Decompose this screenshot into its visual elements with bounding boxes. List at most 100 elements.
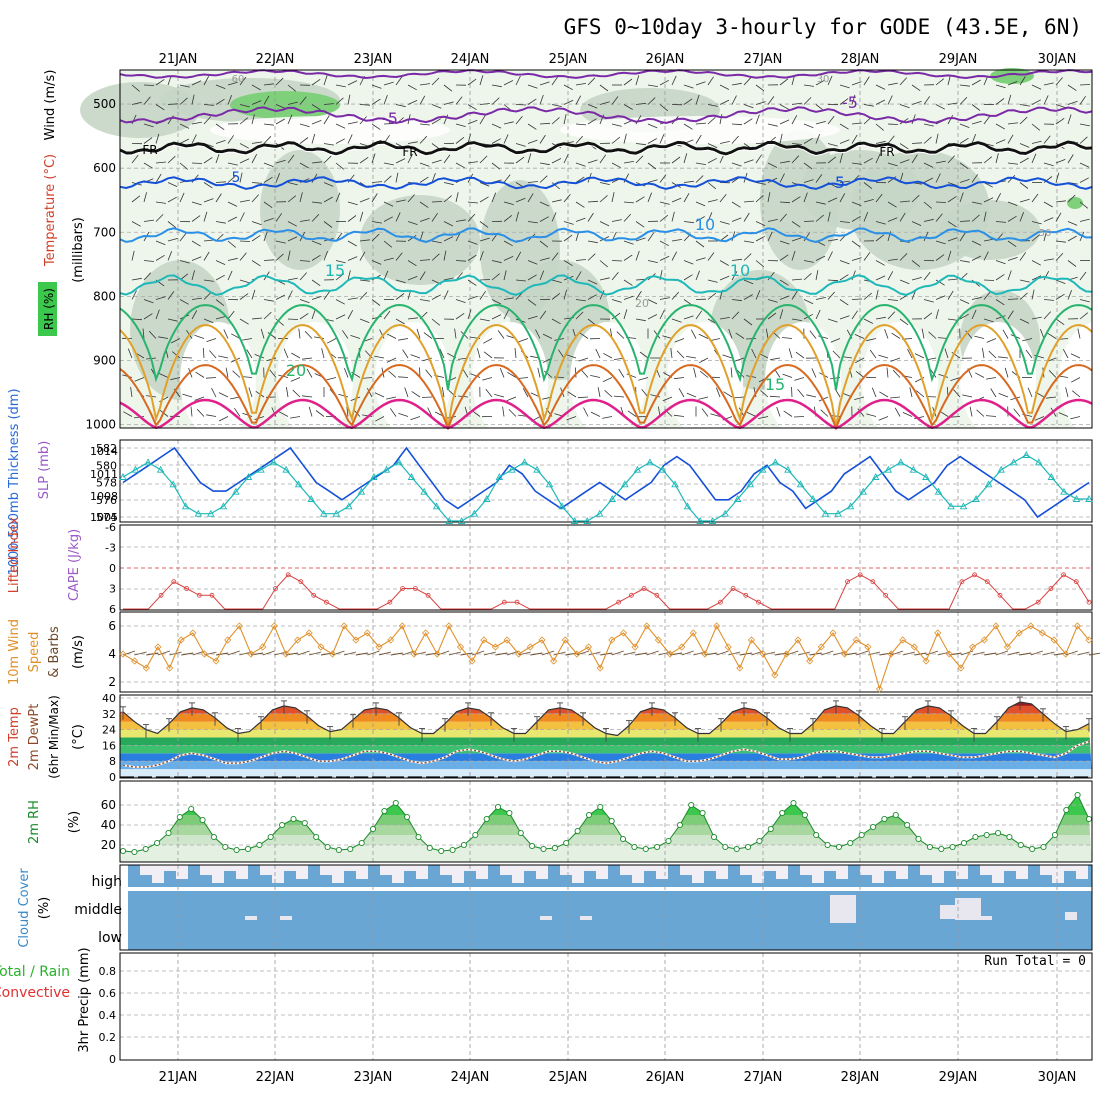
wind-barb xyxy=(131,277,142,281)
wind-barb xyxy=(395,199,406,203)
wind-barb xyxy=(983,251,989,261)
wind-barb xyxy=(335,162,345,170)
y-tick-label: 1000 xyxy=(85,418,116,432)
wind-barb xyxy=(782,373,793,378)
rh-marker xyxy=(881,815,888,823)
wind-barb xyxy=(923,312,933,320)
surface-wind-barb xyxy=(146,652,159,656)
wind-barb xyxy=(299,313,309,320)
wind-barb xyxy=(275,253,284,261)
wind-barb xyxy=(707,182,717,190)
wind-barb xyxy=(446,377,457,382)
y-tick-label: -3 xyxy=(105,542,116,555)
wind-barb xyxy=(263,176,273,183)
wind-barb xyxy=(875,289,879,300)
wind-barb xyxy=(446,416,457,419)
wind-barb xyxy=(806,394,817,398)
lifted-index-marker xyxy=(883,592,888,598)
y-tick-label: 700 xyxy=(93,225,116,239)
wind-barb xyxy=(239,212,245,222)
wind-barb xyxy=(551,199,562,203)
wind-speed-marker xyxy=(654,636,662,644)
wind-barb xyxy=(386,333,397,339)
rh-marker xyxy=(983,831,990,839)
y-tick-label: 4 xyxy=(108,647,116,661)
lifted-index-marker xyxy=(1035,599,1041,605)
slp-marker xyxy=(119,473,127,480)
slp-marker xyxy=(244,473,253,480)
wind-barb xyxy=(947,75,951,86)
wind-speed-marker xyxy=(480,636,488,644)
wind-barb xyxy=(323,291,331,300)
wind-barb xyxy=(971,174,979,183)
wind-barb xyxy=(647,299,658,305)
wind-speed-marker xyxy=(724,643,732,651)
wind-barb xyxy=(755,114,760,125)
wind-barb xyxy=(443,236,454,242)
surface-wind-barb xyxy=(297,650,310,656)
wind-barb xyxy=(311,201,322,204)
wind-barb xyxy=(170,377,181,381)
wind-barb xyxy=(1070,416,1081,420)
rh-marker xyxy=(1051,831,1058,839)
wind-barb xyxy=(599,182,610,185)
wind-barb xyxy=(267,332,277,339)
wind-barb xyxy=(539,94,544,105)
wind-barb xyxy=(203,198,214,203)
wind-barb xyxy=(731,299,742,302)
lifted-index-label: Lifted Index xyxy=(7,516,22,593)
wind-barb xyxy=(623,309,628,320)
wind-barb xyxy=(299,260,311,262)
y-tick-label: 2 xyxy=(108,675,116,689)
wind-barb xyxy=(483,351,493,359)
wind-barb xyxy=(239,158,250,164)
wind-barb xyxy=(1067,260,1077,267)
wind-barb xyxy=(251,289,256,300)
slp-tick-label: 1005 xyxy=(90,511,118,524)
wind-barb xyxy=(551,158,562,164)
wind-barb xyxy=(341,330,349,339)
wind-barb xyxy=(695,134,702,144)
wind-barb xyxy=(544,370,553,378)
rh-marker xyxy=(256,841,263,849)
wind-barb xyxy=(659,255,670,261)
wind-barb xyxy=(1031,99,1041,105)
wind-barb xyxy=(515,143,526,147)
wind-barb xyxy=(635,290,642,300)
y-tick-label: 800 xyxy=(93,289,116,303)
wind-barb xyxy=(998,356,1009,359)
wind-barb xyxy=(693,367,697,378)
cloud-gap-high xyxy=(344,865,356,871)
wind-label-1: 10m Wind xyxy=(7,619,22,685)
wind-barb xyxy=(522,388,529,398)
rh-marker xyxy=(949,843,956,851)
wind-barb xyxy=(1019,143,1030,148)
wind-barb xyxy=(347,201,358,206)
wind-barb xyxy=(443,84,453,92)
wind-barb xyxy=(959,179,970,183)
wind-barb xyxy=(527,123,537,130)
surface-wind-barb xyxy=(355,652,368,656)
wind-barb xyxy=(611,96,619,105)
slp-marker xyxy=(796,480,805,488)
wind-barb xyxy=(887,123,899,125)
wind-barb xyxy=(1007,298,1019,300)
wind-barb xyxy=(791,237,802,242)
wind-barb xyxy=(323,251,328,261)
wind-barb xyxy=(971,79,981,86)
wind-barb xyxy=(728,328,733,339)
wind-barb xyxy=(299,96,307,105)
wind-barb xyxy=(599,290,605,300)
wind-barb xyxy=(733,396,745,399)
slp-marker xyxy=(156,465,165,473)
wind-barb xyxy=(1058,412,1069,417)
wind-barb xyxy=(998,393,1009,398)
lifted-index-marker xyxy=(400,586,406,591)
wind-barb xyxy=(587,240,598,244)
wind-barb xyxy=(479,182,490,187)
wind-barb xyxy=(995,260,1006,265)
wind-barb xyxy=(767,231,773,242)
slp-marker xyxy=(282,465,290,473)
y-tick-label: 582 xyxy=(96,442,117,455)
